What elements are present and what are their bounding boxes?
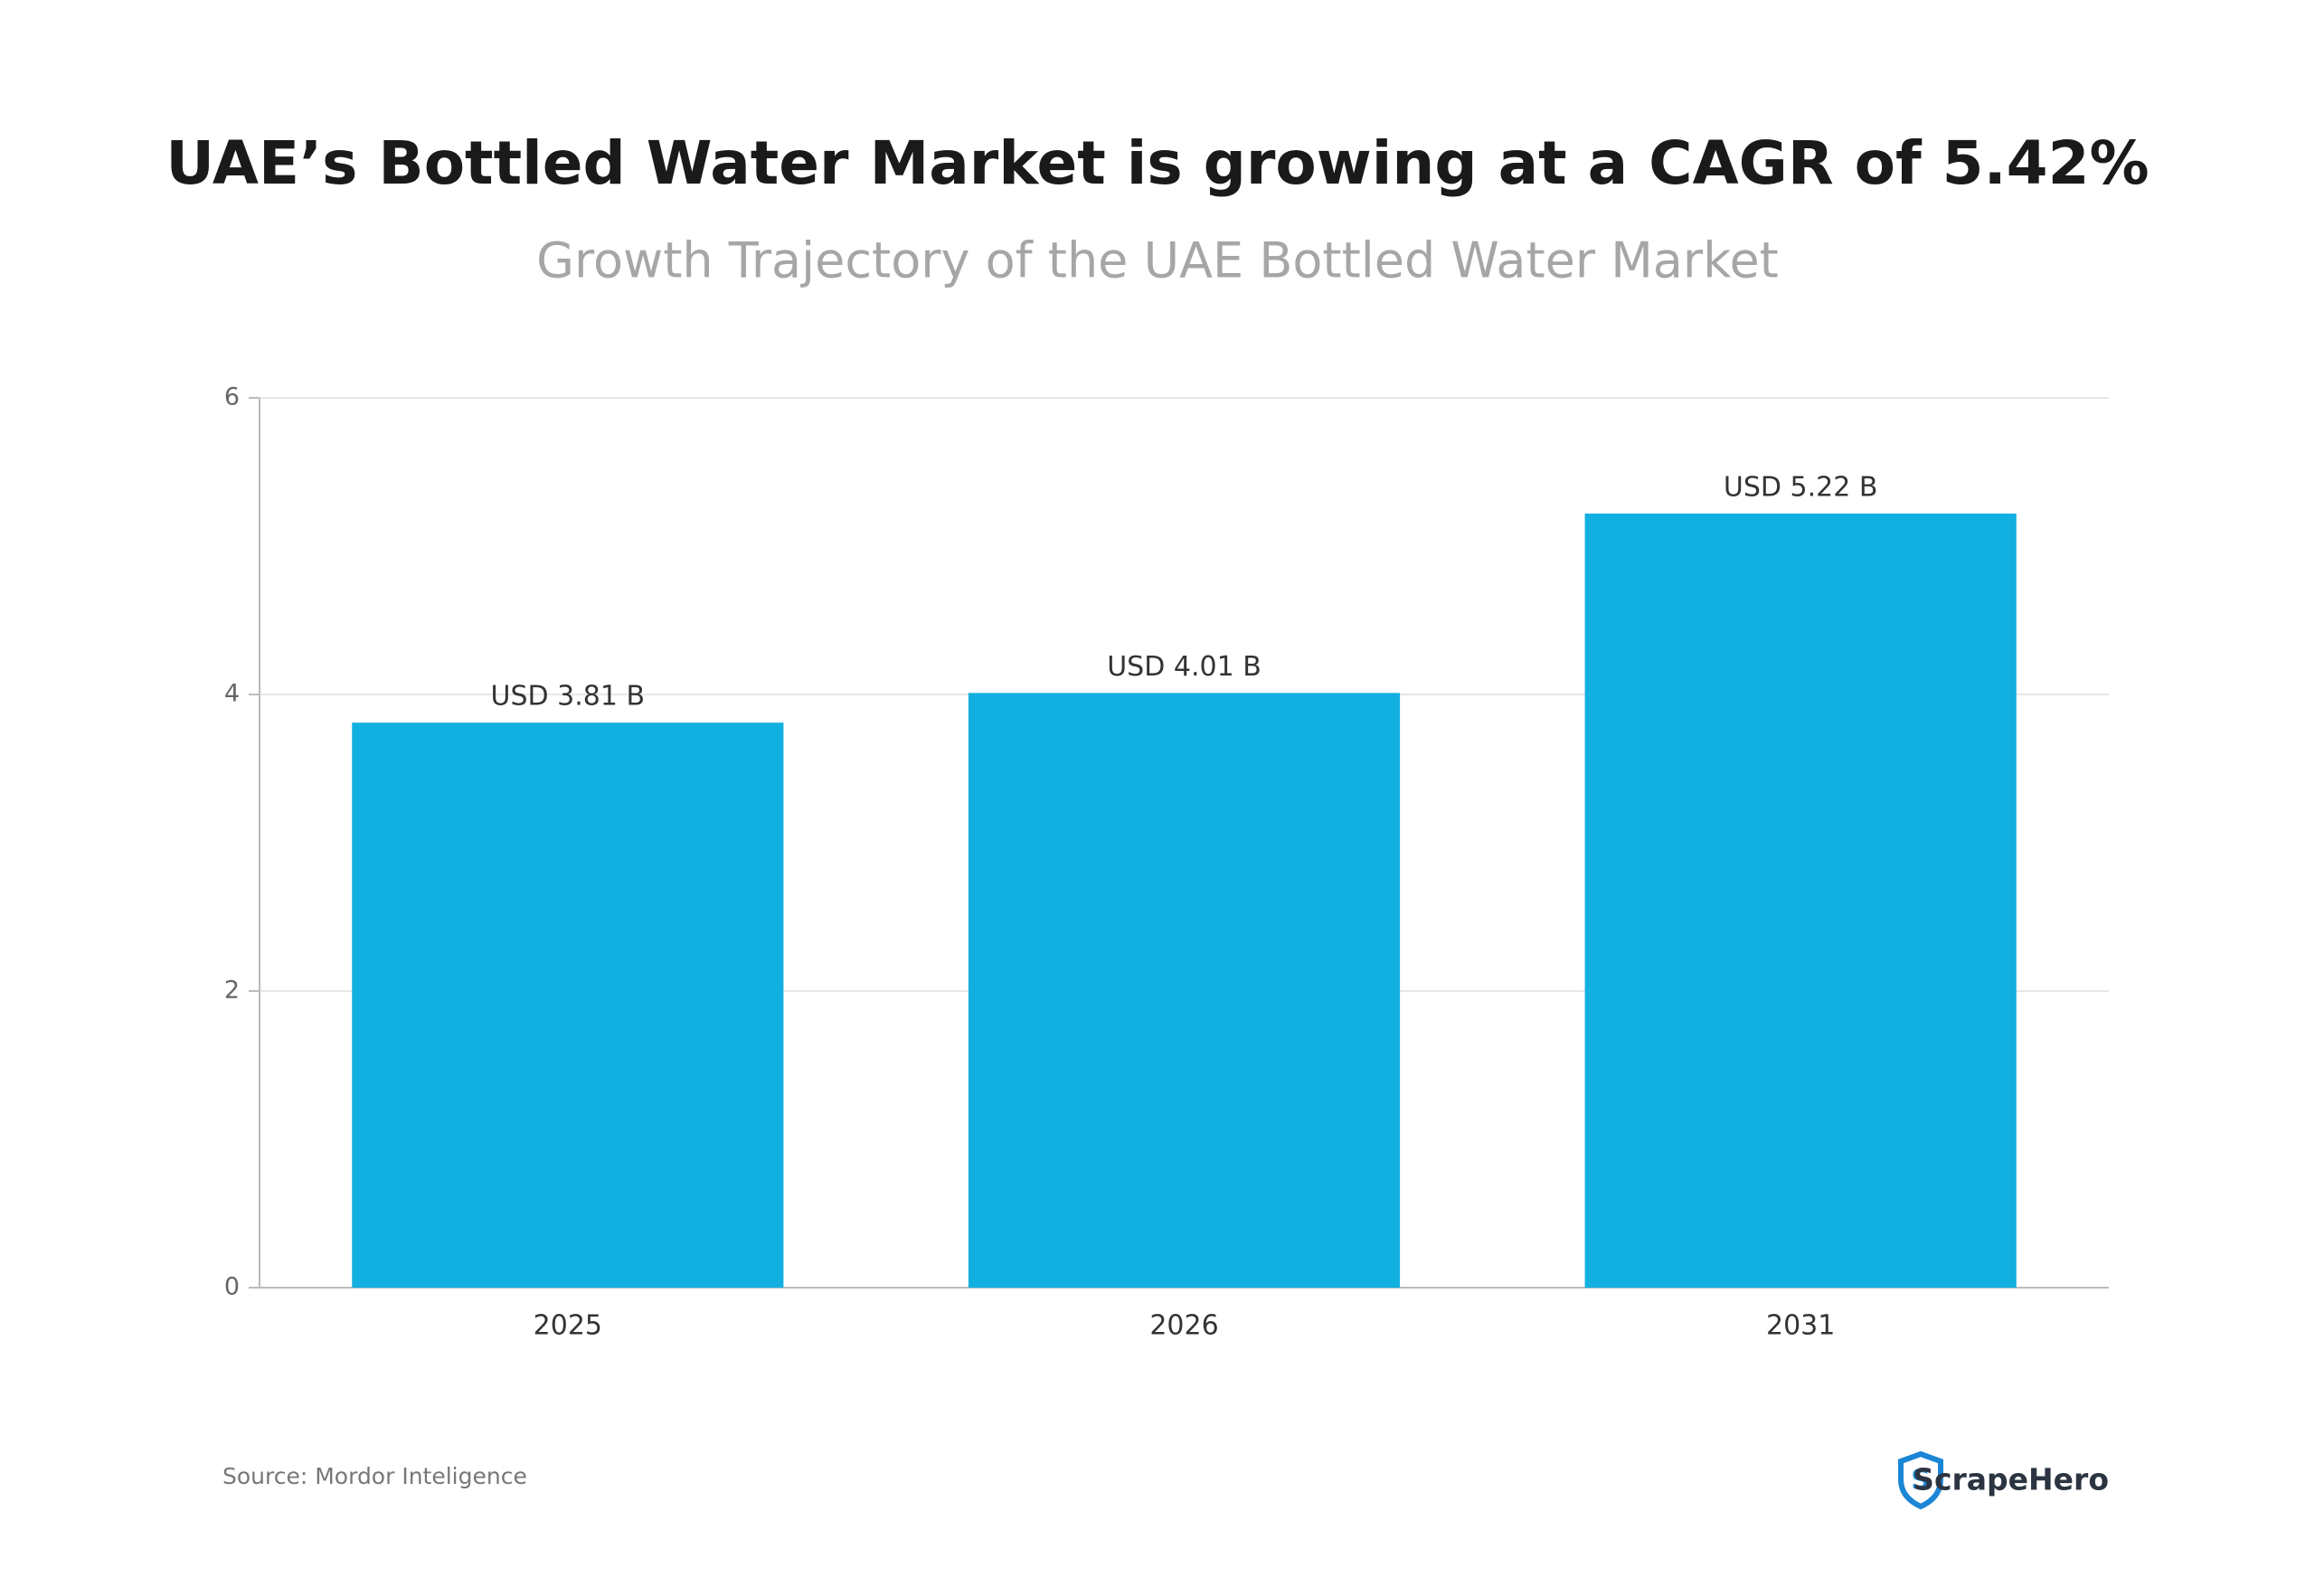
value-label: USD 4.01 B bbox=[1107, 651, 1261, 683]
x-tick-label: 2031 bbox=[1766, 1310, 1835, 1342]
bar bbox=[352, 722, 784, 1288]
value-label: USD 5.22 B bbox=[1724, 471, 1878, 503]
y-tick-label: 6 bbox=[224, 383, 240, 411]
x-tick-label: 2026 bbox=[1149, 1310, 1218, 1342]
y-tick-label: 2 bbox=[224, 977, 240, 1005]
chart-title: UAE’s Bottled Water Market is growing at… bbox=[165, 128, 2149, 198]
bar bbox=[968, 693, 1401, 1288]
y-tick-label: 4 bbox=[224, 680, 240, 708]
bar bbox=[1584, 513, 2017, 1288]
y-tick-label: 0 bbox=[224, 1273, 240, 1301]
x-tick-label: 2025 bbox=[534, 1310, 602, 1342]
source-note: Source: Mordor Inteligence bbox=[222, 1463, 527, 1489]
logo-letter: S bbox=[1911, 1465, 1931, 1497]
chart-subtitle: Growth Trajectory of the UAE Bottled Wat… bbox=[536, 232, 1779, 289]
logo-shield bbox=[1898, 1450, 1943, 1510]
value-label: USD 3.81 B bbox=[491, 681, 646, 713]
brand-logo: S bbox=[1898, 1450, 1943, 1510]
brand-name: ScrapeHero bbox=[1913, 1462, 2109, 1497]
